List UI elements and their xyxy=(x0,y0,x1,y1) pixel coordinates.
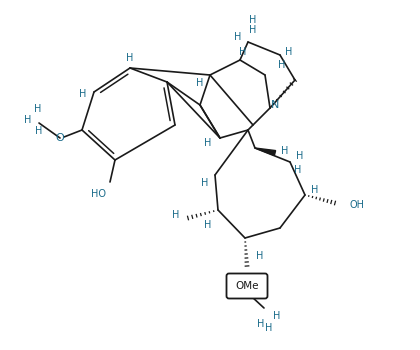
Text: H: H xyxy=(204,138,212,148)
Text: H: H xyxy=(249,15,257,25)
Text: H: H xyxy=(257,319,265,329)
Text: H: H xyxy=(172,210,180,220)
Text: H: H xyxy=(234,32,241,42)
Text: H: H xyxy=(35,126,43,136)
Text: H: H xyxy=(79,89,87,99)
Text: H: H xyxy=(265,323,273,333)
Text: OMe: OMe xyxy=(235,281,259,291)
Text: H: H xyxy=(249,25,257,35)
FancyBboxPatch shape xyxy=(226,273,268,299)
Text: H: H xyxy=(256,251,264,261)
Text: H: H xyxy=(294,165,302,175)
Text: H: H xyxy=(34,104,42,114)
Text: N: N xyxy=(271,100,279,110)
Text: O: O xyxy=(55,133,64,143)
Text: H: H xyxy=(285,47,293,57)
Text: H: H xyxy=(278,60,286,70)
Text: H: H xyxy=(196,78,204,88)
Text: H: H xyxy=(204,220,212,230)
Polygon shape xyxy=(255,148,276,155)
Text: H: H xyxy=(24,115,32,125)
Text: H: H xyxy=(126,53,134,63)
Text: H: H xyxy=(273,311,281,321)
Text: H: H xyxy=(311,185,319,195)
Text: HO: HO xyxy=(90,189,105,199)
Text: H: H xyxy=(239,47,247,57)
Text: H: H xyxy=(297,151,304,161)
Text: H: H xyxy=(281,146,289,156)
Text: OH: OH xyxy=(350,200,365,210)
Text: H: H xyxy=(201,178,209,188)
